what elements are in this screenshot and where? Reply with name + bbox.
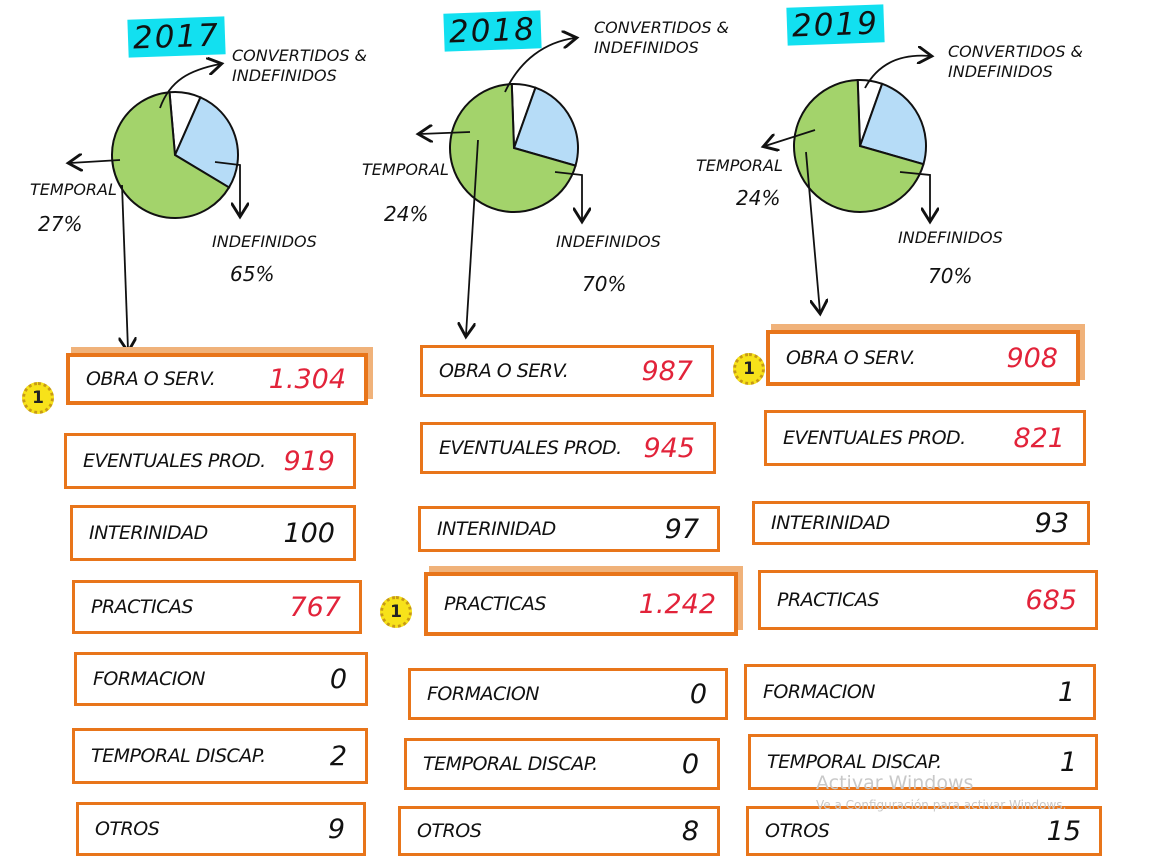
contract-count-value: 100 [283, 517, 335, 549]
contract-count-value: 767 [289, 591, 341, 623]
contract-count-value: 919 [283, 445, 335, 477]
activation-watermark-title: Activar Windows [816, 772, 974, 794]
indefinidos-label-2018: INDEFINIDOS [556, 232, 661, 251]
contract-row: TEMPORAL DISCAP. 2 [72, 728, 368, 784]
contract-type-label: INTERINIDAD [437, 518, 556, 540]
contract-type-label: FORMACION [93, 668, 206, 690]
contract-row: FORMACION 0 [408, 668, 728, 720]
contract-count-value: 0 [681, 748, 699, 780]
contract-count-value: 821 [1013, 422, 1065, 454]
contract-row: EVENTUALES PROD. 919 [64, 433, 356, 489]
temporal-pct-2019: 24% [736, 186, 781, 210]
badge-highlight-2017: 1 [22, 382, 54, 414]
contract-type-label: OBRA O SERV. [439, 360, 569, 382]
contract-count-value: 987 [641, 355, 693, 387]
convertidos-label-2017: CONVERTIDOS & INDEFINIDOS [232, 46, 368, 85]
indefinidos-label-2019: INDEFINIDOS [898, 228, 1003, 247]
contract-type-label: OTROS [765, 820, 830, 842]
contract-count-value: 945 [643, 432, 695, 464]
contract-row: FORMACION 1 [744, 664, 1096, 720]
contract-count-value: 1 [1059, 746, 1077, 778]
contract-count-value: 15 [1046, 815, 1081, 847]
contract-count-value: 9 [327, 813, 345, 845]
contract-type-label: TEMPORAL DISCAP. [767, 751, 942, 773]
slice-temporal [512, 86, 579, 167]
pie-chart-2018 [449, 83, 579, 213]
contract-type-label: TEMPORAL DISCAP. [91, 745, 266, 767]
pie-chart-2019 [793, 79, 927, 213]
contract-row: OBRA O SERV. 987 [420, 345, 714, 397]
temporal-pct-2018: 24% [384, 202, 429, 226]
contract-row: INTERINIDAD 97 [418, 506, 720, 552]
temporal-label-2018: TEMPORAL [362, 160, 449, 179]
contract-type-label: FORMACION [427, 683, 540, 705]
contract-count-value: 0 [689, 678, 707, 710]
temporal-label-2017: TEMPORAL [30, 180, 117, 199]
activation-watermark-subtitle: Ve a Configuración para activar Windows. [816, 798, 1067, 812]
contract-row: PRACTICAS 685 [758, 570, 1098, 630]
contract-row: PRACTICAS 1.242 [424, 572, 738, 636]
contract-row: TEMPORAL DISCAP. 0 [404, 738, 720, 790]
indefinidos-pct-2017: 65% [230, 262, 275, 286]
convertidos-label-2018: CONVERTIDOS & INDEFINIDOS [594, 18, 730, 57]
contract-row: INTERINIDAD 93 [752, 501, 1090, 545]
convertidos-label-2019: CONVERTIDOS & INDEFINIDOS [948, 42, 1084, 81]
indefinidos-pct-2018: 70% [582, 272, 627, 296]
contract-type-label: TEMPORAL DISCAP. [423, 753, 598, 775]
contract-row: OBRA O SERV. 908 [766, 330, 1080, 386]
contract-type-label: PRACTICAS [91, 596, 193, 618]
contract-row: TEMPORAL DISCAP. 1 [748, 734, 1098, 790]
contract-row: PRACTICAS 767 [72, 580, 362, 634]
contract-count-value: 97 [664, 513, 699, 545]
contract-row: FORMACION 0 [74, 652, 368, 706]
badge-highlight-2019: 1 [733, 353, 765, 385]
indefinidos-label-2017: INDEFINIDOS [212, 232, 317, 251]
badge-highlight-2018: 1 [380, 596, 412, 628]
slice-indefinidos [449, 83, 577, 213]
contract-type-label: OTROS [95, 818, 160, 840]
contract-row: INTERINIDAD 100 [70, 505, 356, 561]
contract-type-label: EVENTUALES PROD. [439, 437, 622, 459]
contract-row: OBRA O SERV. 1.304 [66, 353, 368, 405]
slice-indefinidos [793, 79, 925, 213]
contract-type-label: PRACTICAS [444, 593, 546, 615]
contract-row: OTROS 15 [746, 806, 1102, 856]
contract-type-label: OBRA O SERV. [86, 368, 216, 390]
contract-count-value: 685 [1025, 584, 1077, 616]
contract-row: OTROS 9 [76, 802, 366, 856]
contract-type-label: INTERINIDAD [771, 512, 890, 534]
contract-type-label: PRACTICAS [777, 589, 879, 611]
contract-count-value: 0 [329, 663, 347, 695]
contract-count-value: 1.304 [268, 363, 346, 395]
contract-count-value: 8 [681, 815, 699, 847]
contract-type-label: OTROS [417, 820, 482, 842]
contract-row: OTROS 8 [398, 806, 720, 856]
pie-chart-2017 [111, 91, 239, 219]
temporal-label-2019: TEMPORAL [696, 156, 783, 175]
slice-temporal [173, 96, 239, 189]
contract-type-label: INTERINIDAD [89, 522, 208, 544]
slice-temporal [858, 82, 927, 166]
contract-type-label: FORMACION [763, 681, 876, 703]
contract-count-value: 93 [1034, 507, 1069, 539]
indefinidos-pct-2019: 70% [928, 264, 973, 288]
temporal-pct-2017: 27% [38, 212, 83, 236]
contract-count-value: 908 [1006, 342, 1058, 374]
contract-count-value: 1.242 [638, 588, 716, 620]
contract-count-value: 2 [329, 740, 347, 772]
contract-row: EVENTUALES PROD. 945 [420, 422, 716, 474]
contract-type-label: EVENTUALES PROD. [83, 450, 266, 472]
contract-type-label: EVENTUALES PROD. [783, 427, 966, 449]
contract-count-value: 1 [1057, 676, 1075, 708]
contract-type-label: OBRA O SERV. [786, 347, 916, 369]
contract-row: EVENTUALES PROD. 821 [764, 410, 1086, 466]
